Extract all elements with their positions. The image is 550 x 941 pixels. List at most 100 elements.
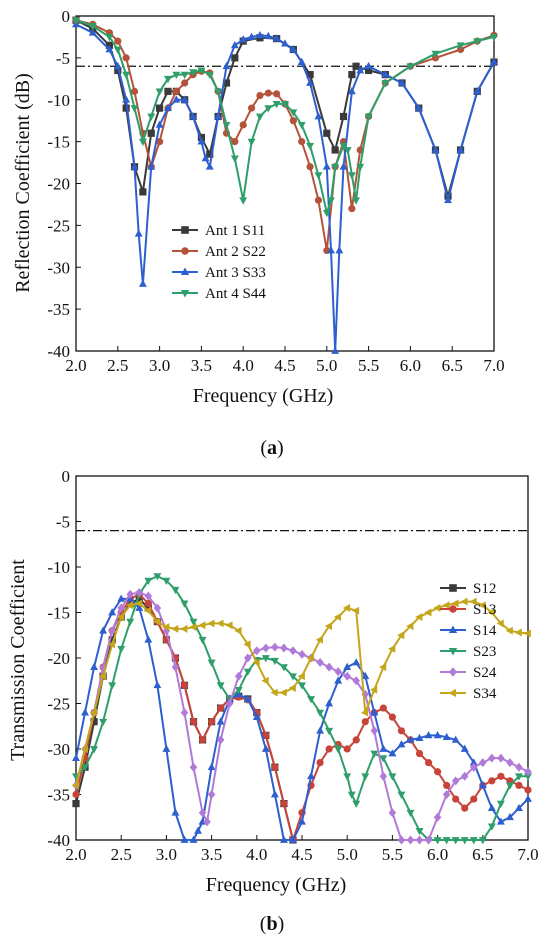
data-point (156, 104, 164, 112)
y-tick-label: -15 (47, 133, 70, 152)
data-point (433, 812, 442, 822)
data-point (88, 23, 97, 31)
y-tick-label: 0 (62, 467, 71, 486)
data-point (339, 112, 348, 121)
data-point (348, 71, 356, 79)
data-point (198, 808, 207, 818)
data-point (108, 608, 117, 616)
data-point (71, 781, 79, 790)
data-point (271, 642, 279, 652)
data-point (117, 594, 126, 602)
data-point (147, 129, 155, 137)
data-point (506, 758, 514, 768)
data-point (347, 87, 356, 95)
data-point (397, 740, 406, 748)
data-point (201, 154, 210, 162)
legend-swatch-marker (449, 667, 457, 677)
legend-b: S12 S13 S14 S23 S24 S34 (440, 581, 497, 702)
data-point (424, 759, 433, 767)
data-point (205, 162, 214, 170)
data-point (456, 145, 465, 153)
y-ticks-a: 0 -5 -10 -15 -20 -25 -30 -35 -40 (47, 7, 81, 361)
data-point (334, 676, 343, 684)
legend-entry: S24 (440, 665, 497, 681)
data-point (134, 599, 143, 608)
data-point (479, 758, 487, 768)
data-point (144, 635, 153, 643)
data-point (113, 46, 122, 54)
data-point (281, 39, 289, 47)
x-axis-label-b: Frequency (GHz) (206, 874, 347, 896)
data-point (452, 795, 460, 803)
data-point (205, 71, 214, 79)
data-point (415, 749, 424, 758)
data-point (307, 771, 315, 780)
data-point (451, 735, 460, 743)
data-point (281, 101, 289, 109)
data-point (487, 823, 496, 831)
data-point (108, 636, 116, 644)
data-point (460, 744, 469, 752)
data-point (343, 671, 351, 681)
data-point (473, 87, 482, 95)
data-point (156, 138, 164, 146)
legend-label: Ant 4 S44 (205, 286, 266, 302)
legend-entry: S34 (440, 686, 497, 702)
data-point (230, 155, 239, 163)
data-point (203, 817, 211, 827)
data-point (397, 791, 406, 799)
legend-label: S14 (473, 623, 497, 639)
data-point (239, 35, 248, 43)
data-point (342, 603, 351, 612)
data-point (234, 686, 243, 695)
data-point (155, 120, 164, 128)
data-point (180, 624, 188, 633)
data-point (231, 54, 239, 62)
data-point (398, 78, 406, 86)
data-point (379, 771, 388, 781)
data-point (381, 70, 390, 78)
data-point (194, 826, 202, 834)
data-point (433, 731, 442, 739)
data-point (207, 790, 216, 799)
series-line (75, 19, 495, 252)
data-point (497, 753, 505, 763)
y-axis-label-b: Transmission Coefficient (7, 559, 29, 761)
data-point (335, 246, 344, 254)
data-point (524, 786, 532, 794)
data-point (433, 837, 442, 845)
data-point (424, 731, 433, 739)
data-point (114, 37, 122, 45)
data-point (460, 771, 469, 781)
data-point (339, 162, 348, 170)
data-point (334, 746, 343, 754)
data-point (515, 762, 523, 772)
legend-label: Ant 2 S22 (205, 244, 266, 260)
data-point (443, 781, 451, 790)
data-point (144, 606, 152, 615)
x-tick-label: 4.0 (233, 356, 254, 375)
data-point (316, 658, 324, 668)
data-point (497, 772, 505, 780)
y-tick-label: -40 (47, 342, 70, 361)
x-tick-label: 2.5 (107, 356, 128, 375)
data-point (315, 635, 323, 644)
legend-swatch-marker (448, 688, 457, 698)
data-point (414, 103, 423, 112)
data-point (72, 800, 80, 808)
data-point (343, 147, 352, 155)
legend-swatch-marker (180, 267, 190, 276)
x-tick-label: 6.5 (442, 356, 463, 375)
data-point (415, 733, 424, 741)
data-point (270, 657, 279, 666)
x-tick-label: 6.0 (427, 845, 448, 864)
data-point (289, 673, 297, 681)
data-point (306, 654, 314, 662)
data-point (153, 603, 162, 613)
x-tick-label: 6.0 (400, 356, 421, 375)
x-tick-label: 4.5 (291, 845, 312, 864)
x-ticks-b: 2.0 2.5 3.0 3.5 4.0 4.5 5.0 5.5 6.0 6.5 7.0 (65, 835, 539, 864)
data-point (306, 78, 315, 86)
data-point (505, 812, 514, 821)
data-point (496, 619, 504, 628)
